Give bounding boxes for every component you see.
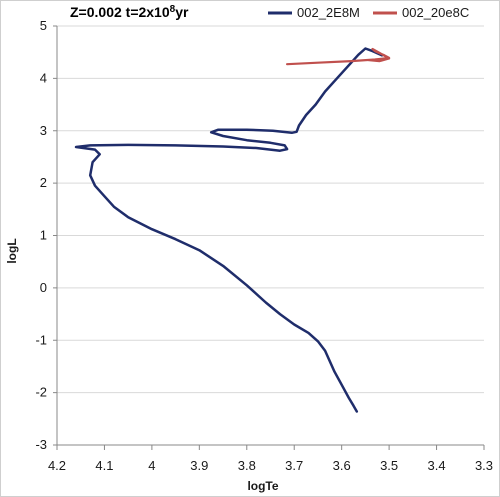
series-line-002_20e8C: [286, 47, 391, 66]
x-tick-label-3: 3.9: [190, 458, 208, 473]
y-tick-label-0: -3: [35, 437, 47, 452]
y-tick-label-2: -1: [35, 332, 47, 347]
chart-title-exponent: 8: [170, 4, 176, 15]
x-tick-label-6: 3.6: [333, 458, 351, 473]
x-tick-label-8: 3.4: [428, 458, 446, 473]
y-tick-label-8: 5: [40, 18, 47, 33]
chart-title: Z=0.002 t=2x108yr: [70, 4, 189, 20]
gridlines: [57, 25, 484, 446]
legend: 002_2E8M 002_20e8C: [268, 5, 469, 20]
series-lines: [74, 47, 391, 413]
x-tick-label-1: 4.1: [95, 458, 113, 473]
axes: [53, 25, 485, 450]
y-tick-label-6: 3: [40, 123, 47, 138]
x-tick-label-0: 4.2: [48, 458, 66, 473]
y-tick-label-7: 4: [40, 70, 47, 85]
y-axis-title: logL: [5, 238, 19, 263]
x-tick-label-4: 3.8: [238, 458, 256, 473]
y-tick-label-4: 1: [40, 228, 47, 243]
x-tick-label-9: 3.3: [475, 458, 493, 473]
x-tick-label-7: 3.5: [380, 458, 398, 473]
x-tick-label-5: 3.7: [285, 458, 303, 473]
legend-label-002-20e8C: 002_20e8C: [402, 5, 469, 20]
y-tick-label-5: 2: [40, 175, 47, 190]
chart-title-suffix: yr: [175, 4, 189, 20]
series-line-002_2E8M: [74, 47, 384, 413]
legend-label-002-2E8M: 002_2E8M: [297, 5, 360, 20]
x-tick-label-2: 4: [148, 458, 155, 473]
y-tick-label-1: -2: [35, 385, 47, 400]
y-tick-label-3: 0: [40, 280, 47, 295]
chart-title-main: Z=0.002 t=2x10: [70, 4, 170, 20]
x-axis-title: logTe: [247, 479, 278, 493]
tick-labels: -3 -2 -1 0 1 2 3 4 5 4.2 4.1 4 3.9 3.8 3.7 3.6 3.5 3.4 3.3: [35, 18, 493, 473]
